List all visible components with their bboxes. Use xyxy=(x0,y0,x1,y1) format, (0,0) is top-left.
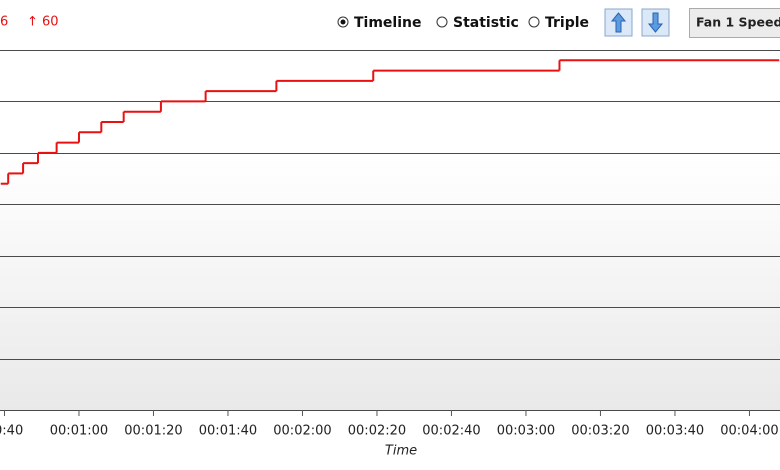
x-tick-label: 00:01:40 xyxy=(199,424,257,439)
x-tick-label: 00:02:20 xyxy=(348,424,406,439)
sensor-button[interactable]: Fan 1 Speed (%) xyxy=(689,8,780,38)
plot-area xyxy=(0,48,780,411)
x-axis-label: Time xyxy=(385,444,417,459)
min-label: 6 xyxy=(0,15,8,30)
x-tick-label: 00:03:00 xyxy=(497,424,555,439)
radio-dot xyxy=(340,19,346,25)
down-button[interactable] xyxy=(641,8,670,37)
x-tick-label: 00:01:00 xyxy=(50,424,108,439)
up-button[interactable] xyxy=(604,8,633,37)
radio-label[interactable]: Triple xyxy=(545,15,589,31)
x-tick-label: 00:02:40 xyxy=(422,424,480,439)
sensor-button-label: Fan 1 Speed (%) xyxy=(696,15,780,30)
x-tick-label: 00:03:40 xyxy=(646,424,704,439)
radio-label[interactable]: Timeline xyxy=(354,15,422,31)
x-tick-label: 00:02:00 xyxy=(273,424,331,439)
x-tick-label: 00:04:00 xyxy=(720,424,778,439)
max-label: ↑ 60 xyxy=(27,15,59,30)
radio[interactable] xyxy=(528,16,540,28)
radio-label[interactable]: Statistic xyxy=(453,15,519,31)
x-tick-label: 00:01:20 xyxy=(124,424,182,439)
radio[interactable] xyxy=(436,16,448,28)
x-tick-label: 00:03:20 xyxy=(571,424,629,439)
x-tick-label: 00:40 xyxy=(0,424,23,439)
